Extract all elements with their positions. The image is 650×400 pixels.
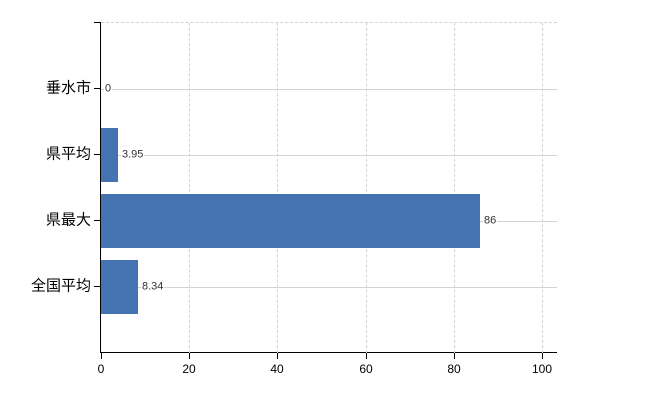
bar-value-label: 8.34 — [141, 280, 165, 294]
x-tick-label: 60 — [359, 362, 373, 376]
gridline-horizontal — [101, 155, 557, 156]
y-tick-mark — [94, 286, 101, 287]
gridline-vertical — [542, 23, 543, 353]
gridline-vertical — [189, 23, 190, 353]
category-label: 県最大 — [45, 211, 91, 229]
bar — [101, 194, 480, 248]
bar-value-label: 3.95 — [121, 148, 145, 162]
x-tick-label: 80 — [447, 362, 461, 376]
x-tick-mark — [454, 353, 455, 359]
bar — [101, 128, 118, 182]
gridline-horizontal — [101, 287, 557, 288]
x-axis-line — [100, 352, 557, 353]
bar-value-label: 86 — [483, 214, 498, 228]
bar-value-label: 0 — [104, 82, 113, 96]
y-tick-mark — [94, 22, 101, 23]
category-label: 全国平均 — [30, 277, 91, 295]
gridline-vertical — [366, 23, 367, 353]
x-tick-label: 0 — [97, 362, 105, 376]
gridline-horizontal — [101, 89, 557, 90]
y-tick-mark — [94, 88, 101, 89]
x-tick-mark — [101, 353, 102, 359]
x-tick-label: 40 — [270, 362, 284, 376]
gridline-vertical — [277, 23, 278, 353]
y-axis-line — [100, 22, 101, 353]
category-label: 県平均 — [45, 145, 91, 163]
x-tick-label: 20 — [182, 362, 196, 376]
x-tick-mark — [366, 353, 367, 359]
x-tick-mark — [542, 353, 543, 359]
y-tick-mark — [94, 220, 101, 221]
x-tick-label: 100 — [531, 362, 553, 376]
x-tick-mark — [189, 353, 190, 359]
plot-area: 0 3.95 86 8.34 — [101, 22, 557, 353]
gridline-vertical — [454, 23, 455, 353]
category-label: 垂水市 — [45, 79, 91, 97]
bar — [101, 260, 138, 314]
x-tick-mark — [277, 353, 278, 359]
y-tick-mark — [94, 154, 101, 155]
